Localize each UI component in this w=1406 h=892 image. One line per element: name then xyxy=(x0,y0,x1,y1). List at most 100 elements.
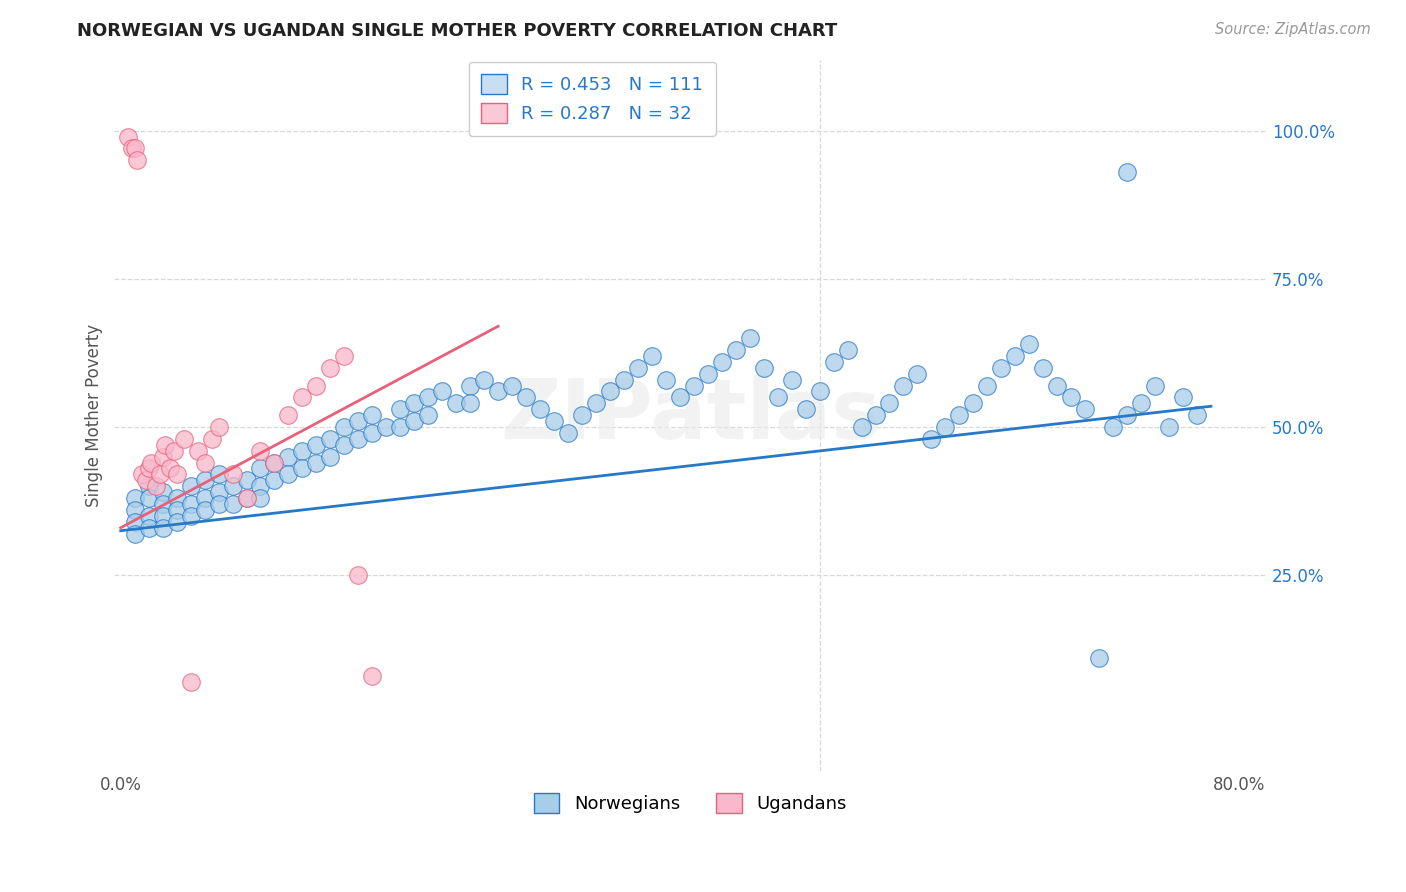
Norwegians xyxy=(138,491,160,505)
Norwegians xyxy=(1032,360,1054,375)
Ugandans xyxy=(117,129,139,144)
Norwegians xyxy=(404,396,426,410)
Norwegians xyxy=(221,479,243,493)
Norwegians xyxy=(1046,378,1069,392)
Norwegians xyxy=(669,390,692,404)
Norwegians xyxy=(235,473,257,487)
Norwegians xyxy=(738,331,761,345)
Ugandans xyxy=(221,467,243,482)
Norwegians xyxy=(194,503,217,517)
Norwegians xyxy=(207,485,229,500)
Norwegians xyxy=(333,420,356,434)
Norwegians xyxy=(501,378,523,392)
Norwegians xyxy=(347,432,370,446)
Ugandans xyxy=(180,674,202,689)
Norwegians xyxy=(1004,349,1026,363)
Norwegians xyxy=(752,360,775,375)
Ugandans xyxy=(291,390,314,404)
Norwegians xyxy=(543,414,565,428)
Norwegians xyxy=(641,349,664,363)
Norwegians xyxy=(319,432,342,446)
Ugandans xyxy=(347,568,370,582)
Norwegians xyxy=(235,491,257,505)
Norwegians xyxy=(851,420,873,434)
Norwegians xyxy=(613,373,636,387)
Norwegians xyxy=(361,408,384,422)
Norwegians xyxy=(529,402,551,417)
Norwegians xyxy=(249,491,271,505)
Ugandans xyxy=(187,443,209,458)
Ugandans xyxy=(135,473,157,487)
Norwegians xyxy=(990,360,1012,375)
Ugandans xyxy=(277,408,299,422)
Norwegians xyxy=(152,521,174,535)
Norwegians xyxy=(152,485,174,500)
Ugandans xyxy=(263,456,285,470)
Ugandans xyxy=(152,450,174,464)
Ugandans xyxy=(235,491,257,505)
Legend: Norwegians, Ugandans: Norwegians, Ugandans xyxy=(522,780,859,826)
Norwegians xyxy=(1171,390,1194,404)
Norwegians xyxy=(138,479,160,493)
Norwegians xyxy=(571,408,593,422)
Norwegians xyxy=(180,479,202,493)
Norwegians xyxy=(585,396,607,410)
Norwegians xyxy=(794,402,817,417)
Norwegians xyxy=(432,384,454,399)
Norwegians xyxy=(1116,408,1139,422)
Norwegians xyxy=(655,373,678,387)
Text: Source: ZipAtlas.com: Source: ZipAtlas.com xyxy=(1215,22,1371,37)
Norwegians xyxy=(823,355,845,369)
Norwegians xyxy=(865,408,887,422)
Norwegians xyxy=(124,515,146,529)
Text: ZIPatlas: ZIPatlas xyxy=(499,375,880,456)
Norwegians xyxy=(458,378,481,392)
Norwegians xyxy=(277,450,299,464)
Ugandans xyxy=(121,141,143,155)
Norwegians xyxy=(1144,378,1167,392)
Norwegians xyxy=(124,526,146,541)
Norwegians xyxy=(599,384,621,399)
Ugandans xyxy=(127,153,149,168)
Norwegians xyxy=(418,408,440,422)
Norwegians xyxy=(1116,165,1139,179)
Norwegians xyxy=(418,390,440,404)
Norwegians xyxy=(1074,402,1097,417)
Ugandans xyxy=(159,461,181,475)
Norwegians xyxy=(1088,651,1111,665)
Norwegians xyxy=(1018,337,1040,351)
Norwegians xyxy=(920,432,942,446)
Ugandans xyxy=(249,443,271,458)
Ugandans xyxy=(149,467,172,482)
Ugandans xyxy=(131,467,153,482)
Norwegians xyxy=(472,373,495,387)
Norwegians xyxy=(305,438,328,452)
Norwegians xyxy=(207,497,229,511)
Norwegians xyxy=(291,443,314,458)
Norwegians xyxy=(696,367,718,381)
Norwegians xyxy=(1157,420,1180,434)
Text: NORWEGIAN VS UGANDAN SINGLE MOTHER POVERTY CORRELATION CHART: NORWEGIAN VS UGANDAN SINGLE MOTHER POVER… xyxy=(77,22,838,40)
Norwegians xyxy=(152,508,174,523)
Norwegians xyxy=(194,491,217,505)
Norwegians xyxy=(893,378,915,392)
Norwegians xyxy=(319,450,342,464)
Norwegians xyxy=(486,384,509,399)
Norwegians xyxy=(263,456,285,470)
Norwegians xyxy=(1060,390,1083,404)
Norwegians xyxy=(389,402,412,417)
Norwegians xyxy=(166,503,188,517)
Ugandans xyxy=(138,461,160,475)
Norwegians xyxy=(291,461,314,475)
Ugandans xyxy=(155,438,177,452)
Norwegians xyxy=(404,414,426,428)
Norwegians xyxy=(180,497,202,511)
Norwegians xyxy=(444,396,467,410)
Norwegians xyxy=(347,414,370,428)
Norwegians xyxy=(277,467,299,482)
Ugandans xyxy=(319,360,342,375)
Ugandans xyxy=(200,432,222,446)
Norwegians xyxy=(166,515,188,529)
Norwegians xyxy=(879,396,901,410)
Norwegians xyxy=(1130,396,1153,410)
